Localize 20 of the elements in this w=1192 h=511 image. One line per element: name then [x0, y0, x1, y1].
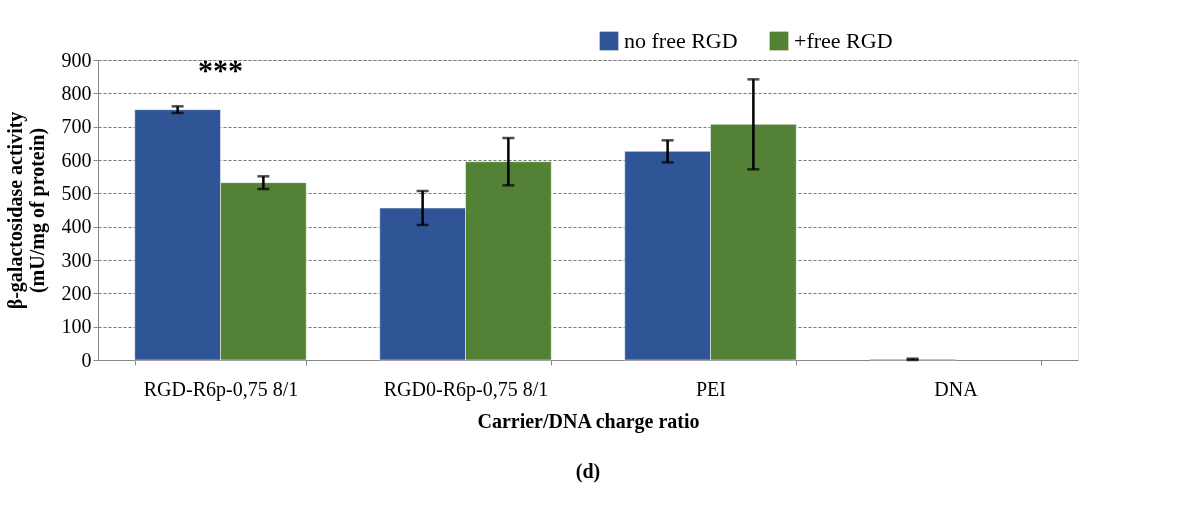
y-tick-label: 700 [61, 115, 92, 138]
y-tick-label: 100 [61, 315, 92, 338]
y-tick-label: 900 [61, 48, 92, 71]
y-tick-label: 400 [61, 215, 92, 238]
y-tick-label: 0 [81, 348, 92, 371]
text: (d) [575, 460, 601, 483]
y-tick-label: 600 [61, 148, 92, 171]
y-tick-label: 500 [61, 181, 92, 204]
x-tick-label: RGD0-R6p-0,75 8/1 [383, 377, 549, 401]
y-tick-label: 800 [61, 81, 92, 104]
y-tick-label: 300 [61, 248, 92, 271]
y-axis-title: β-galactosidase activity (mU/mg of protein) [3, 111, 49, 310]
x-tick-label: RGD-R6p-0,75 8/1 [143, 377, 299, 401]
y-tick-label: 200 [61, 281, 92, 304]
x-tick-label: PEI [696, 377, 726, 400]
x-axis-title: Carrier/DNA charge ratio [477, 409, 700, 433]
annotation: *** [198, 53, 243, 86]
legend-label: no free RGD [624, 28, 738, 53]
legend-label: +free RGD [794, 28, 893, 53]
x-tick-label: DNA [934, 377, 979, 400]
